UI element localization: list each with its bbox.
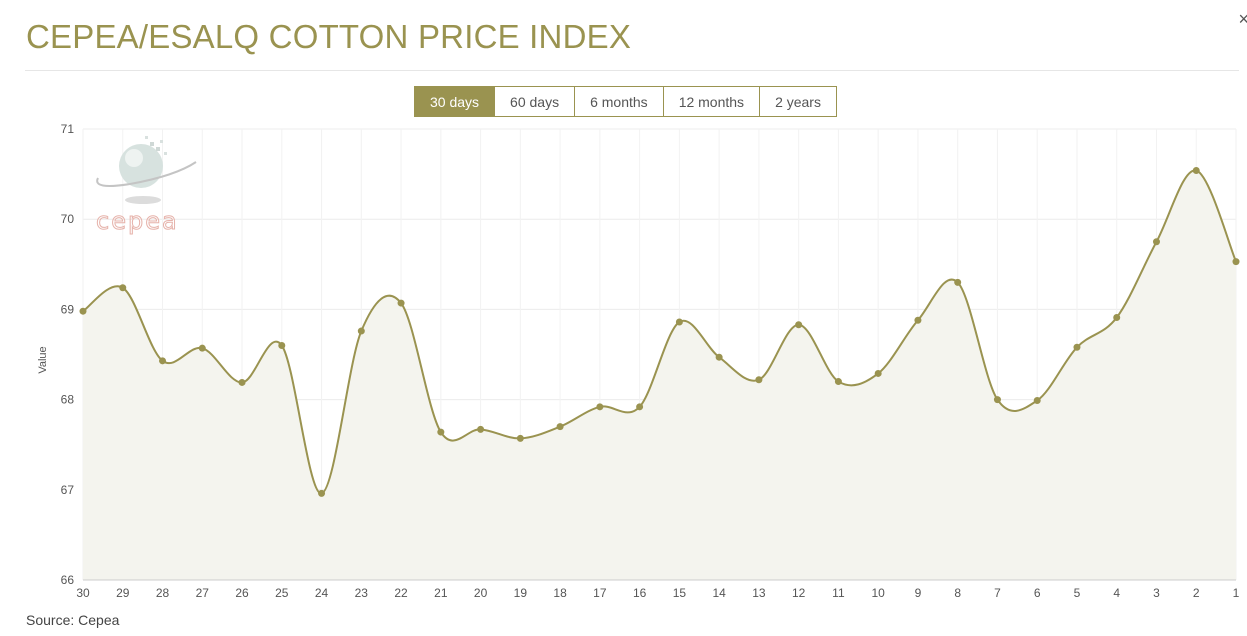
data-point: [278, 341, 286, 349]
y-tick-label: 68: [61, 393, 75, 407]
data-point: [1113, 314, 1121, 322]
watermark-pixel: [145, 136, 148, 139]
period-button-2-years[interactable]: 2 years: [759, 86, 837, 117]
watermark-pixel: [164, 152, 167, 155]
data-point: [914, 316, 922, 324]
series-points: [79, 166, 1240, 497]
x-tick-label: 7: [994, 586, 1001, 600]
data-point: [715, 353, 723, 361]
data-point: [119, 284, 127, 292]
x-tick-label: 5: [1074, 586, 1081, 600]
y-axis-tick-labels: 66 67 68 69 70 71: [61, 122, 75, 587]
data-point: [477, 425, 485, 433]
data-point: [1232, 258, 1240, 266]
page-title: CEPEA/ESALQ COTTON PRICE INDEX: [26, 18, 632, 55]
x-tick-label: 2: [1193, 586, 1200, 600]
watermark-orbit: [96, 161, 197, 187]
data-point: [238, 378, 246, 386]
data-point: [795, 321, 803, 329]
x-tick-label: 28: [156, 586, 170, 600]
data-point: [596, 403, 604, 411]
x-tick-label: 20: [474, 586, 488, 600]
period-button-12-months[interactable]: 12 months: [662, 86, 761, 117]
x-tick-label: 17: [593, 586, 607, 600]
y-tick-label: 66: [61, 573, 75, 587]
watermark-text: cepea: [96, 207, 179, 235]
y-tick-label: 67: [61, 483, 75, 497]
data-point: [437, 428, 445, 436]
data-point: [198, 344, 206, 352]
header-divider: [25, 70, 1239, 71]
x-tick-label: 4: [1113, 586, 1120, 600]
source-note: Source: Cepea: [26, 612, 120, 628]
data-point: [755, 376, 763, 384]
period-button-6-months[interactable]: 6 months: [574, 86, 664, 117]
data-point: [993, 396, 1001, 404]
data-point: [1192, 166, 1200, 174]
watermark-pixel: [150, 142, 154, 146]
data-point: [79, 307, 87, 315]
period-selector: 30 days 60 days 6 months 12 months 2 yea…: [414, 86, 837, 117]
x-tick-label: 8: [954, 586, 961, 600]
x-tick-label: 9: [915, 586, 922, 600]
data-point: [636, 403, 644, 411]
y-tick-label: 70: [61, 212, 75, 226]
data-point: [1152, 238, 1160, 246]
x-tick-label: 16: [633, 586, 647, 600]
x-tick-label: 6: [1034, 586, 1041, 600]
data-point: [159, 357, 167, 365]
series-area: [82, 169, 1237, 581]
cepea-watermark-logo: cepea: [96, 136, 197, 236]
y-axis-label: Value: [37, 346, 49, 373]
x-tick-label: 14: [712, 586, 726, 600]
x-tick-label: 13: [752, 586, 766, 600]
watermark-globe-shadow: [125, 196, 161, 204]
x-tick-label: 19: [514, 586, 528, 600]
data-point: [834, 378, 842, 386]
y-tick-label: 71: [61, 122, 75, 136]
data-point: [516, 434, 524, 442]
data-point: [357, 327, 365, 335]
y-tick-label: 69: [61, 302, 75, 316]
data-point: [397, 299, 405, 307]
period-button-30-days[interactable]: 30 days: [414, 86, 496, 117]
x-tick-label: 1: [1233, 586, 1240, 600]
x-tick-label: 11: [832, 586, 845, 600]
x-axis-tick-labels: 30 29 28 27 26 25 24 23 22 21 20 19 18 17 16 15 14 13 12 11…: [76, 586, 1239, 600]
watermark-pixel: [160, 140, 163, 143]
x-tick-label: 24: [315, 586, 329, 600]
data-point: [675, 318, 683, 326]
series-area-fill: [83, 170, 1236, 580]
data-point: [874, 369, 882, 377]
x-tick-label: 23: [355, 586, 369, 600]
data-point: [556, 423, 564, 431]
data-point: [954, 278, 962, 286]
close-icon[interactable]: ×: [1238, 9, 1247, 29]
data-point: [1073, 343, 1081, 351]
x-tick-label: 22: [394, 586, 408, 600]
x-tick-label: 15: [673, 586, 687, 600]
watermark-pixel: [156, 147, 160, 151]
period-button-60-days[interactable]: 60 days: [494, 86, 576, 117]
x-tick-label: 12: [792, 586, 806, 600]
x-tick-label: 29: [116, 586, 130, 600]
x-tick-label: 21: [434, 586, 448, 600]
x-tick-label: 18: [553, 586, 567, 600]
x-tick-label: 27: [196, 586, 210, 600]
x-tick-label: 25: [275, 586, 289, 600]
x-tick-label: 26: [235, 586, 249, 600]
x-tick-label: 30: [76, 586, 90, 600]
x-tick-label: 3: [1153, 586, 1160, 600]
data-point: [318, 489, 326, 497]
watermark-globe-highlight: [125, 149, 143, 167]
x-tick-label: 10: [871, 586, 885, 600]
data-point: [1033, 397, 1041, 405]
